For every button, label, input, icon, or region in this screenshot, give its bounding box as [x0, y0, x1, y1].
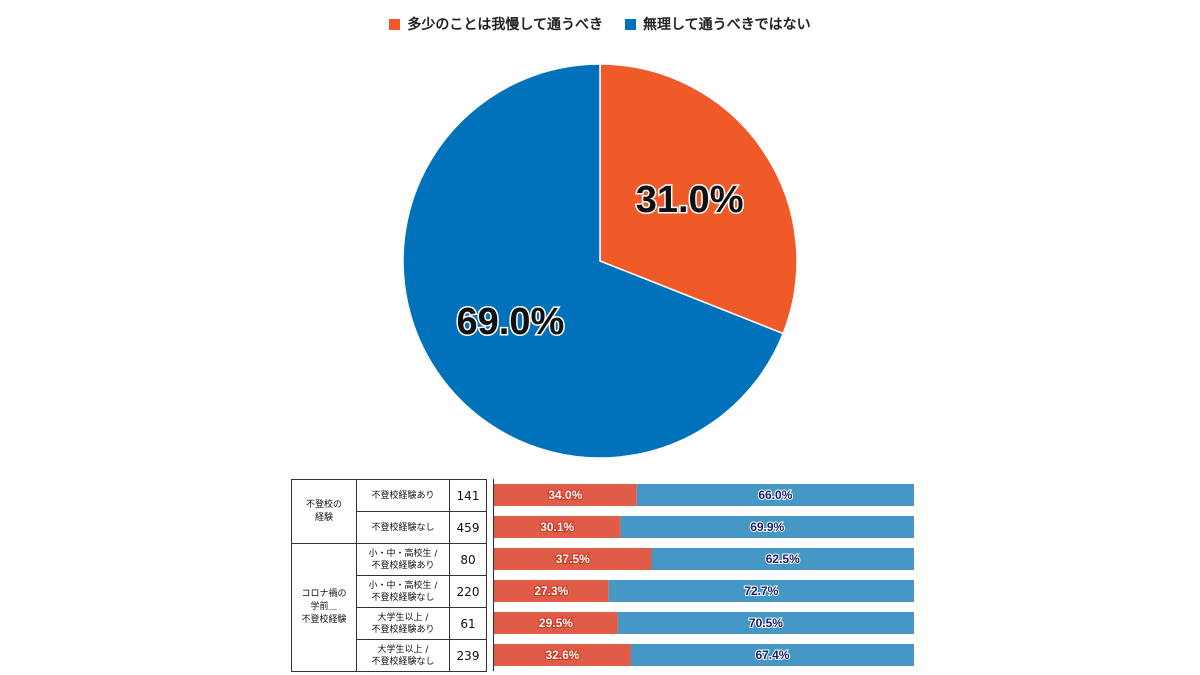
group-label-0: 不登校の 経験 [291, 479, 357, 544]
bar-label-not-force-0: 66.0% [758, 488, 792, 502]
bar-segment-endure-5 [494, 644, 631, 666]
bar-segment-endure-2 [494, 548, 652, 570]
pie-chart: 31.0% 69.0% [402, 63, 798, 459]
pie-label-1: 69.0% [457, 301, 565, 343]
pie-slice-0 [599, 63, 798, 335]
row-n-5: 239 [449, 639, 487, 672]
bar-label-not-force-5: 67.4% [755, 648, 789, 662]
row-label-text-3: 小・中・高校生 / 不登校経験なし [368, 580, 438, 603]
legend-swatch-not-force [625, 18, 636, 30]
table-row: コロナ禍の 学前＿ 不登校経験 小・中・高校生 / 不登校経験あり 80 [291, 543, 487, 672]
row-label-3: 小・中・高校生 / 不登校経験なし [356, 575, 450, 608]
row-label-5: 大学生以上 / 不登校経験なし [356, 639, 450, 672]
table-row: 不登校の 経験 不登校経験あり 141 [291, 479, 487, 544]
group-label-1: コロナ禍の 学前＿ 不登校経験 [291, 543, 357, 672]
row-n-4: 61 [449, 607, 487, 640]
bar-segment-not-force-1 [620, 516, 914, 538]
row-label-text-5: 大学生以上 / 不登校経験なし [371, 644, 435, 667]
row-n-0: 141 [449, 479, 487, 512]
row-n-2: 80 [449, 543, 487, 576]
table-row: 小・中・高校生 / 不登校経験なし 220 [292, 575, 487, 608]
bar-label-endure-4: 29.5% [539, 616, 573, 630]
bar-label-not-force-3: 72.7% [744, 584, 778, 598]
legend-label-endure: 多少のことは我慢して通うべき [407, 17, 603, 33]
pie-slice-1 [402, 63, 785, 459]
legend-item-endure: 多少のことは我慢して通うべき [389, 14, 603, 34]
group-label-text-0: 不登校の 経験 [305, 499, 342, 523]
chart-legend: 多少のことは我慢して通うべき 無理して通うべきではない [0, 14, 1200, 34]
legend-item-not-force: 無理して通うべきではない [625, 14, 811, 34]
bar-label-endure-1: 30.1% [540, 520, 574, 534]
table-row: 不登校経験なし 459 [292, 511, 487, 544]
breakdown-table: 不登校の 経験 不登校経験あり 141 不登校経験なし 459 コロナ禍の 学前… [291, 479, 487, 672]
bar-segment-endure-1 [494, 516, 621, 538]
bar-label-not-force-2: 62.5% [766, 552, 800, 566]
bar-segment-not-force-5 [630, 644, 914, 666]
bar-segment-not-force-0 [636, 484, 914, 506]
row-label-text-2: 小・中・高校生 / 不登校経験あり [368, 548, 438, 571]
bar-label-endure-5: 32.6% [545, 648, 579, 662]
bar-label-not-force-4: 70.5% [749, 616, 783, 630]
bar-label-not-force-1: 69.9% [750, 520, 784, 534]
row-n-3: 220 [449, 575, 487, 608]
row-label-text-0: 不登校経験あり [371, 490, 435, 501]
bar-segment-not-force-4 [617, 612, 914, 634]
bar-axis-line [493, 479, 494, 671]
bar-segment-endure-0 [494, 484, 637, 506]
legend-label-not-force: 無理して通うべきではない [643, 17, 811, 33]
row-label-4: 大学生以上 / 不登校経験あり [356, 607, 450, 640]
pie-label-0: 31.0% [636, 179, 744, 221]
bar-segment-endure-3 [494, 580, 609, 602]
row-label-2: 小・中・高校生 / 不登校経験あり [356, 543, 450, 576]
row-n-1: 459 [449, 511, 487, 544]
bar-segment-not-force-3 [608, 580, 914, 602]
table-row: 大学生以上 / 不登校経験なし 239 [292, 639, 487, 672]
bar-segment-endure-4 [494, 612, 618, 634]
legend-swatch-endure [389, 18, 401, 30]
group-label-text-1: コロナ禍の 学前＿ 不登校経験 [301, 589, 347, 625]
row-label-0: 不登校経験あり [356, 479, 450, 512]
bar-label-endure-0: 34.0% [548, 488, 582, 502]
table-row: 大学生以上 / 不登校経験あり 61 [292, 607, 487, 640]
row-label-1: 不登校経験なし [356, 511, 450, 544]
bar-segment-not-force-2 [651, 548, 914, 570]
bar-label-endure-2: 37.5% [556, 552, 590, 566]
row-label-text-4: 大学生以上 / 不登校経験あり [371, 612, 435, 635]
bar-label-endure-3: 27.3% [534, 584, 568, 598]
row-label-text-1: 不登校経験なし [371, 522, 435, 533]
